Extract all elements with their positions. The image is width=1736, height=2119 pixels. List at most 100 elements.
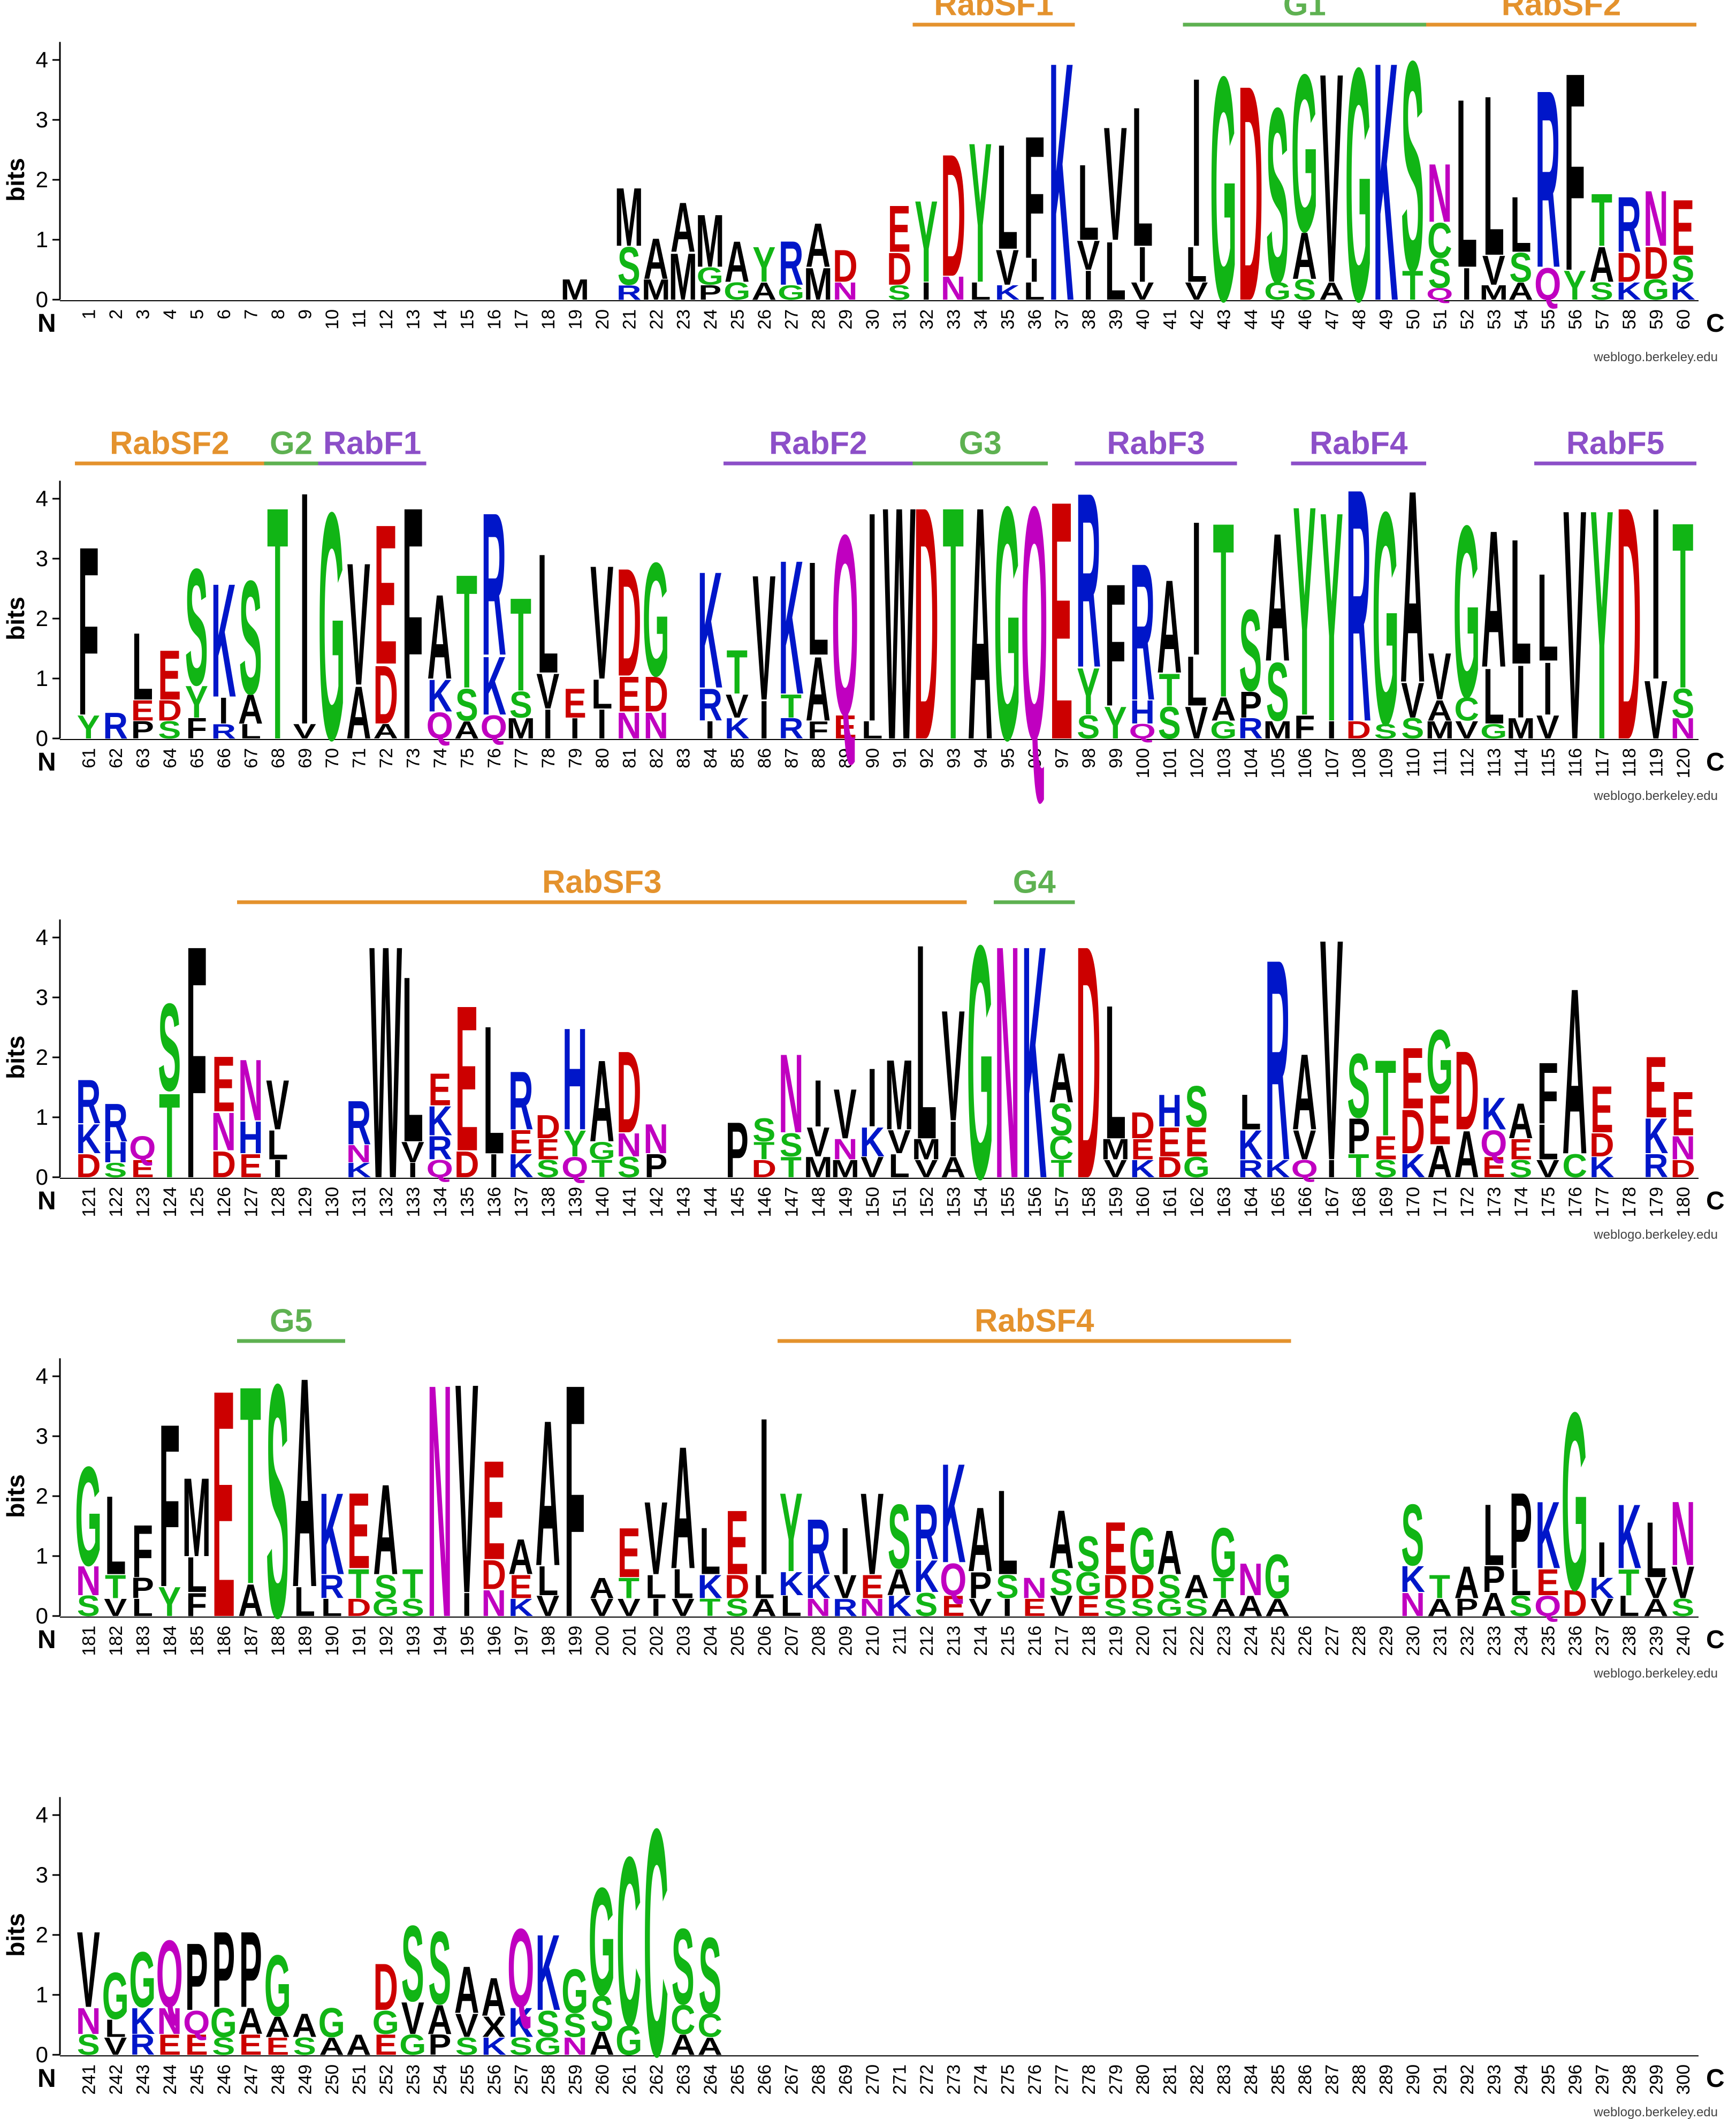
logo-letter: G <box>318 2000 345 2046</box>
position-label: 231 <box>1430 1626 1450 1656</box>
logo-letter: P <box>1347 1108 1370 1164</box>
logo-letter: Q <box>940 1554 966 1605</box>
logo-letter: E <box>212 1323 235 1686</box>
logo-letter: V <box>1293 1122 1316 1169</box>
logo-letter: L <box>105 1472 126 1598</box>
logo-letter: N <box>76 1558 101 1604</box>
position-label: 100 <box>1133 748 1153 779</box>
logo-letter: E <box>158 636 181 715</box>
logo-letter: V <box>1644 664 1668 757</box>
logo-letter: W <box>883 437 916 809</box>
logo-stack: ND <box>833 241 858 305</box>
position-label: 258 <box>538 2064 559 2095</box>
credit-text: weblogo.berkeley.edu <box>1593 1228 1718 1242</box>
position-label: 145 <box>727 1187 748 1217</box>
logo-letter: C <box>697 2007 722 2044</box>
region-bar-g5 <box>237 1339 345 1343</box>
logo-letter: L <box>1456 49 1477 318</box>
logo-letter: G <box>778 281 804 304</box>
logo-letter: V <box>834 1075 857 1154</box>
y-tick-label: 0 <box>36 1603 48 1628</box>
logo-letter: S <box>455 2032 478 2060</box>
logo-letter: S <box>1077 709 1100 746</box>
logo-letter: R <box>319 1568 344 1605</box>
position-label: 66 <box>214 748 234 768</box>
position-label: 222 <box>1187 1626 1207 1656</box>
logo-letter: E <box>239 1148 262 1185</box>
logo-stack: FY <box>1293 444 1316 778</box>
position-label: 282 <box>1187 2064 1207 2095</box>
y-axis-label: bits <box>2 1913 29 1957</box>
logo-stack: YF <box>158 1375 181 1636</box>
logo-letter: E <box>1509 1133 1532 1165</box>
position-label: 274 <box>971 2064 991 2095</box>
logo-stack: NDE <box>481 1431 506 1625</box>
position-label: 298 <box>1619 2064 1640 2095</box>
logo-letter: K <box>805 1568 831 1605</box>
logo-letter: N <box>1400 1587 1425 1623</box>
position-label: 199 <box>565 1626 585 1656</box>
logo-stack: ILV <box>644 1480 667 1621</box>
logo-letter: E <box>942 1590 965 1622</box>
logo-letter: Q <box>1291 1155 1318 1183</box>
logo-stack: SAT <box>1589 178 1615 305</box>
logo-letter: A <box>454 1953 479 2027</box>
logo-stack: FLM <box>182 1454 211 1623</box>
logo-letter: E <box>374 2029 397 2061</box>
logo-stack: Q <box>1021 437 1048 809</box>
logo-letter: Q <box>427 1155 453 1183</box>
logo-stack: IVL <box>1077 142 1100 309</box>
position-label: 122 <box>106 1187 126 1217</box>
logo-letter: D <box>373 1950 398 2024</box>
position-label: 146 <box>755 1187 775 1217</box>
logo-stack: YF <box>77 497 100 766</box>
logo-letter: P <box>1482 1559 1505 1600</box>
logo-letter: S <box>1050 1094 1073 1146</box>
logo-letter: I <box>1327 716 1336 744</box>
position-label: 102 <box>1187 748 1207 779</box>
y-tick-label: 4 <box>36 486 48 511</box>
logo-letter: D <box>346 1594 371 1621</box>
logo-letter: C <box>671 1996 696 2043</box>
logo-letter: V <box>1185 277 1208 305</box>
logo-stack: NKR <box>805 1503 831 1621</box>
logo-letter: K <box>1238 1122 1263 1169</box>
region-bar-rabsf3 <box>237 900 967 904</box>
position-label: 206 <box>755 1626 775 1656</box>
logo-letter: L <box>294 1579 315 1625</box>
logo-letter: K <box>1130 1155 1155 1183</box>
position-label: 30 <box>863 309 883 330</box>
position-label: 275 <box>998 2064 1018 2095</box>
logo-letter: V <box>1401 673 1424 729</box>
logo-letter: F <box>186 1587 207 1623</box>
logo-letter: H <box>562 997 588 1160</box>
logo-letter: T <box>619 1572 639 1604</box>
logo-letter: G <box>1453 475 1480 749</box>
position-label: 176 <box>1565 1187 1586 1217</box>
position-label: 97 <box>1052 748 1072 768</box>
logo-stack: RTK <box>779 521 804 745</box>
logo-letter: G <box>1210 716 1237 744</box>
logo-stack: TGA <box>589 1037 615 1183</box>
region-bar-g4 <box>994 900 1075 904</box>
position-label: 149 <box>835 1187 856 1217</box>
logo-letter: R <box>130 2029 155 2061</box>
logo-stack: LA <box>292 1315 317 1650</box>
logo-stack: QKR <box>481 470 507 746</box>
logo-stack: PGM <box>696 200 725 304</box>
position-label: 295 <box>1538 2064 1558 2095</box>
position-label: 246 <box>214 2064 234 2095</box>
logo-letter: R <box>779 228 804 298</box>
position-label: 160 <box>1133 1187 1153 1217</box>
logo-letter: S <box>564 2007 587 2044</box>
logo-stack: DR <box>1346 420 1371 791</box>
position-label: 269 <box>835 2064 856 2095</box>
logo-stack: ACS <box>671 1906 696 2061</box>
position-label: 78 <box>538 748 559 768</box>
position-label: 22 <box>646 309 667 330</box>
logo-stack: MST <box>506 570 535 745</box>
position-label: 272 <box>917 2064 937 2095</box>
logo-letter: L <box>402 927 423 1192</box>
logo-letter: E <box>1644 1039 1668 1136</box>
